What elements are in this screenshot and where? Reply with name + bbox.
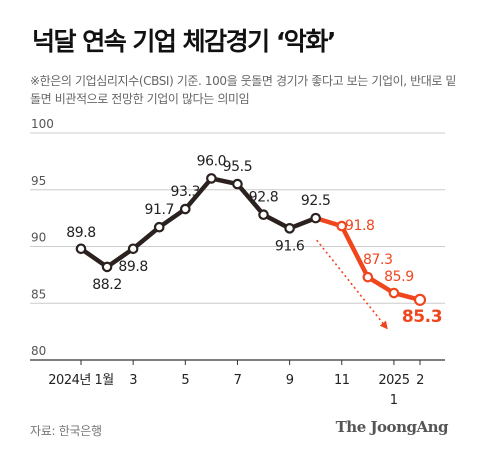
grid-layer: [30, 132, 445, 304]
data-point-2: [127, 243, 139, 255]
data-point-0: [75, 243, 87, 255]
data-point-10: [336, 220, 348, 232]
x-tick-label-8: 9: [286, 373, 294, 388]
brand-logo: The JoongAng: [335, 418, 449, 436]
trend-arrow: [316, 239, 388, 330]
data-label-7: 92.8: [249, 190, 279, 206]
x-tick-sublabel-12: 1: [390, 393, 398, 408]
y-tick-label-85: 85: [31, 287, 46, 301]
point-layer: [75, 173, 427, 306]
data-point-9: [310, 212, 321, 224]
y-tick-label-100: 100: [31, 117, 54, 131]
x-tick-label-12: 2025: [378, 373, 409, 388]
data-label-6: 95.5: [223, 159, 253, 175]
axis-layer: [30, 359, 445, 365]
data-label-11: 87.3: [363, 252, 393, 268]
series-line-dark: [78, 176, 318, 270]
data-label-12: 85.9: [384, 269, 414, 285]
chart-note: ※한은의 기업심리지수(CBSI) 기준. 100을 웃돌면 경기가 좋다고 보…: [30, 74, 457, 106]
data-label-9: 92.5: [301, 193, 331, 209]
x-tick-label-0: 2024년 1월: [48, 373, 113, 388]
data-point-5: [206, 173, 217, 184]
chart-title: 넉달 연속 기업 체감경기 ‘악화’: [32, 27, 336, 56]
data-label-3: 91.7: [144, 202, 174, 218]
y-tick-label-80: 80: [31, 344, 46, 358]
y-tick-label-90: 90: [31, 231, 46, 245]
data-point-8: [284, 223, 295, 234]
data-label-4: 93.3: [171, 184, 201, 200]
x-tick-label-6: 7: [234, 373, 242, 388]
source-text: 자료: 한국은행: [30, 424, 102, 438]
data-point-4: [180, 203, 191, 215]
x-tick-label-13: 2: [416, 373, 424, 388]
data-point-3: [153, 221, 165, 233]
label-layer: 80 85 90 95 100 2024년 1월 3 5 7 9 11 2025 1 2 89.8 88.2 8…: [31, 117, 443, 408]
y-tick-label-95: 95: [31, 174, 46, 188]
data-point-6: [232, 178, 243, 190]
data-label-8: 91.6: [275, 238, 305, 254]
data-label-13: 85.3: [402, 307, 442, 327]
data-point-13: [413, 293, 427, 306]
data-label-5: 96.0: [197, 153, 227, 169]
x-tick-label-2: 3: [129, 373, 137, 388]
data-label-1: 88.2: [92, 277, 122, 293]
data-point-11: [362, 271, 374, 283]
data-point-12: [388, 287, 400, 299]
data-label-2: 89.8: [118, 259, 148, 275]
data-point-7: [258, 209, 269, 221]
data-label-10: 91.8: [345, 218, 375, 234]
data-point-1: [101, 261, 113, 273]
x-tick-label-4: 5: [181, 373, 189, 388]
data-label-0: 89.8: [66, 225, 96, 241]
x-tick-label-10: 11: [334, 373, 350, 388]
